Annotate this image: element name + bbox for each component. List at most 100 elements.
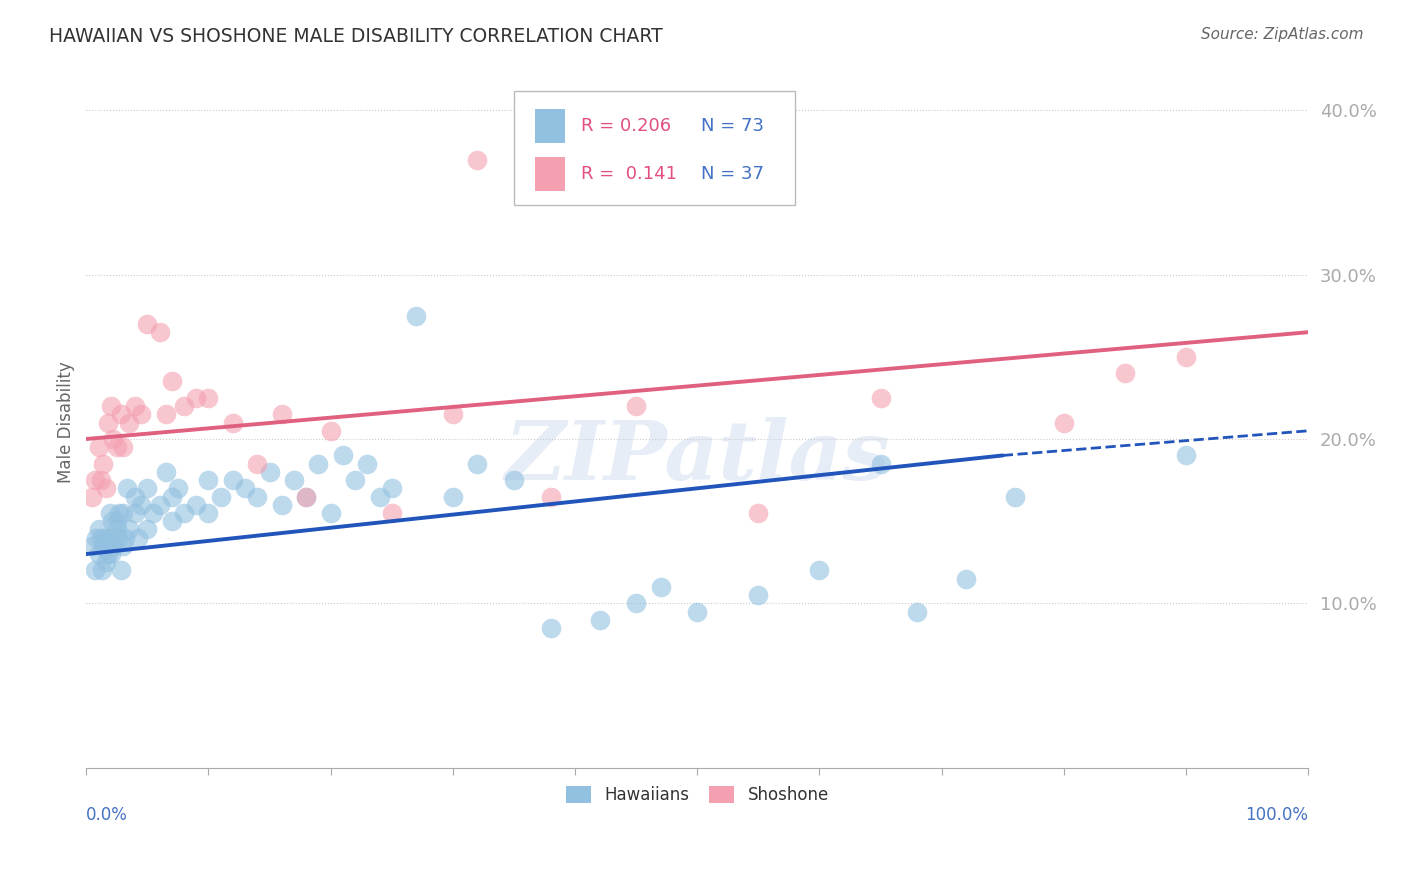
Point bbox=[197, 506, 219, 520]
Point bbox=[111, 506, 134, 520]
Point bbox=[155, 408, 177, 422]
Legend: Hawaiians, Shoshone: Hawaiians, Shoshone bbox=[560, 780, 835, 811]
Point bbox=[100, 531, 122, 545]
Point bbox=[98, 506, 121, 520]
Point bbox=[869, 457, 891, 471]
Point bbox=[83, 564, 105, 578]
Point bbox=[173, 506, 195, 520]
Point bbox=[1004, 490, 1026, 504]
Point bbox=[149, 498, 172, 512]
Point bbox=[540, 490, 562, 504]
Point bbox=[167, 481, 190, 495]
Point bbox=[91, 564, 114, 578]
Point bbox=[381, 506, 404, 520]
Point bbox=[100, 399, 122, 413]
Point bbox=[405, 309, 427, 323]
Point bbox=[110, 408, 132, 422]
Point bbox=[173, 399, 195, 413]
Point bbox=[93, 539, 115, 553]
Point bbox=[503, 473, 526, 487]
Point bbox=[111, 539, 134, 553]
Point bbox=[87, 522, 110, 536]
Point bbox=[124, 506, 146, 520]
Point bbox=[82, 539, 104, 553]
Point bbox=[222, 416, 245, 430]
Point bbox=[94, 481, 117, 495]
Point bbox=[1053, 416, 1076, 430]
Point bbox=[441, 408, 464, 422]
Text: N = 37: N = 37 bbox=[702, 165, 763, 183]
Point bbox=[110, 564, 132, 578]
Point bbox=[136, 481, 159, 495]
Point bbox=[105, 440, 128, 454]
Point bbox=[142, 506, 165, 520]
Point bbox=[465, 153, 488, 167]
Point bbox=[319, 424, 342, 438]
Point bbox=[105, 522, 128, 536]
Point bbox=[186, 498, 208, 512]
Point bbox=[197, 473, 219, 487]
Point bbox=[747, 588, 769, 602]
Point bbox=[650, 580, 672, 594]
Point bbox=[118, 522, 141, 536]
Point bbox=[955, 572, 977, 586]
Point bbox=[101, 539, 124, 553]
Point bbox=[160, 514, 183, 528]
Point bbox=[124, 490, 146, 504]
Point bbox=[87, 440, 110, 454]
Point bbox=[270, 498, 292, 512]
Point bbox=[83, 473, 105, 487]
Point bbox=[118, 416, 141, 430]
Point bbox=[368, 490, 391, 504]
Point bbox=[1175, 350, 1198, 364]
Point bbox=[540, 621, 562, 635]
Point bbox=[332, 449, 354, 463]
Y-axis label: Male Disability: Male Disability bbox=[58, 361, 75, 483]
Point bbox=[82, 490, 104, 504]
Text: HAWAIIAN VS SHOSHONE MALE DISABILITY CORRELATION CHART: HAWAIIAN VS SHOSHONE MALE DISABILITY COR… bbox=[49, 27, 664, 45]
Point bbox=[101, 432, 124, 446]
FancyBboxPatch shape bbox=[515, 91, 794, 205]
Point bbox=[905, 605, 928, 619]
Point bbox=[124, 399, 146, 413]
Point bbox=[93, 531, 115, 545]
Point bbox=[107, 531, 129, 545]
Text: N = 73: N = 73 bbox=[702, 117, 763, 135]
Text: 100.0%: 100.0% bbox=[1246, 805, 1308, 823]
Point bbox=[344, 473, 367, 487]
Point bbox=[686, 605, 709, 619]
Point bbox=[94, 555, 117, 569]
Point bbox=[87, 547, 110, 561]
Point bbox=[1175, 449, 1198, 463]
Point bbox=[624, 399, 647, 413]
Point bbox=[108, 506, 131, 520]
Point bbox=[129, 498, 152, 512]
Point bbox=[222, 473, 245, 487]
Point bbox=[111, 440, 134, 454]
Point bbox=[233, 481, 256, 495]
Point bbox=[295, 490, 318, 504]
Point bbox=[127, 531, 149, 545]
Point bbox=[100, 547, 122, 561]
Point bbox=[869, 391, 891, 405]
Point bbox=[808, 564, 831, 578]
Point bbox=[155, 465, 177, 479]
Point bbox=[115, 481, 138, 495]
Point bbox=[105, 514, 128, 528]
Point bbox=[747, 506, 769, 520]
Point bbox=[624, 596, 647, 610]
Point bbox=[129, 408, 152, 422]
Point bbox=[136, 317, 159, 331]
Point bbox=[381, 481, 404, 495]
Text: 0.0%: 0.0% bbox=[86, 805, 128, 823]
Point bbox=[101, 514, 124, 528]
Point bbox=[149, 325, 172, 339]
Point bbox=[319, 506, 342, 520]
Text: ZIPatlas: ZIPatlas bbox=[505, 417, 890, 497]
Point bbox=[93, 457, 115, 471]
Point bbox=[246, 490, 269, 504]
Text: Source: ZipAtlas.com: Source: ZipAtlas.com bbox=[1201, 27, 1364, 42]
Text: R =  0.141: R = 0.141 bbox=[581, 165, 678, 183]
Point bbox=[441, 490, 464, 504]
FancyBboxPatch shape bbox=[534, 157, 565, 191]
